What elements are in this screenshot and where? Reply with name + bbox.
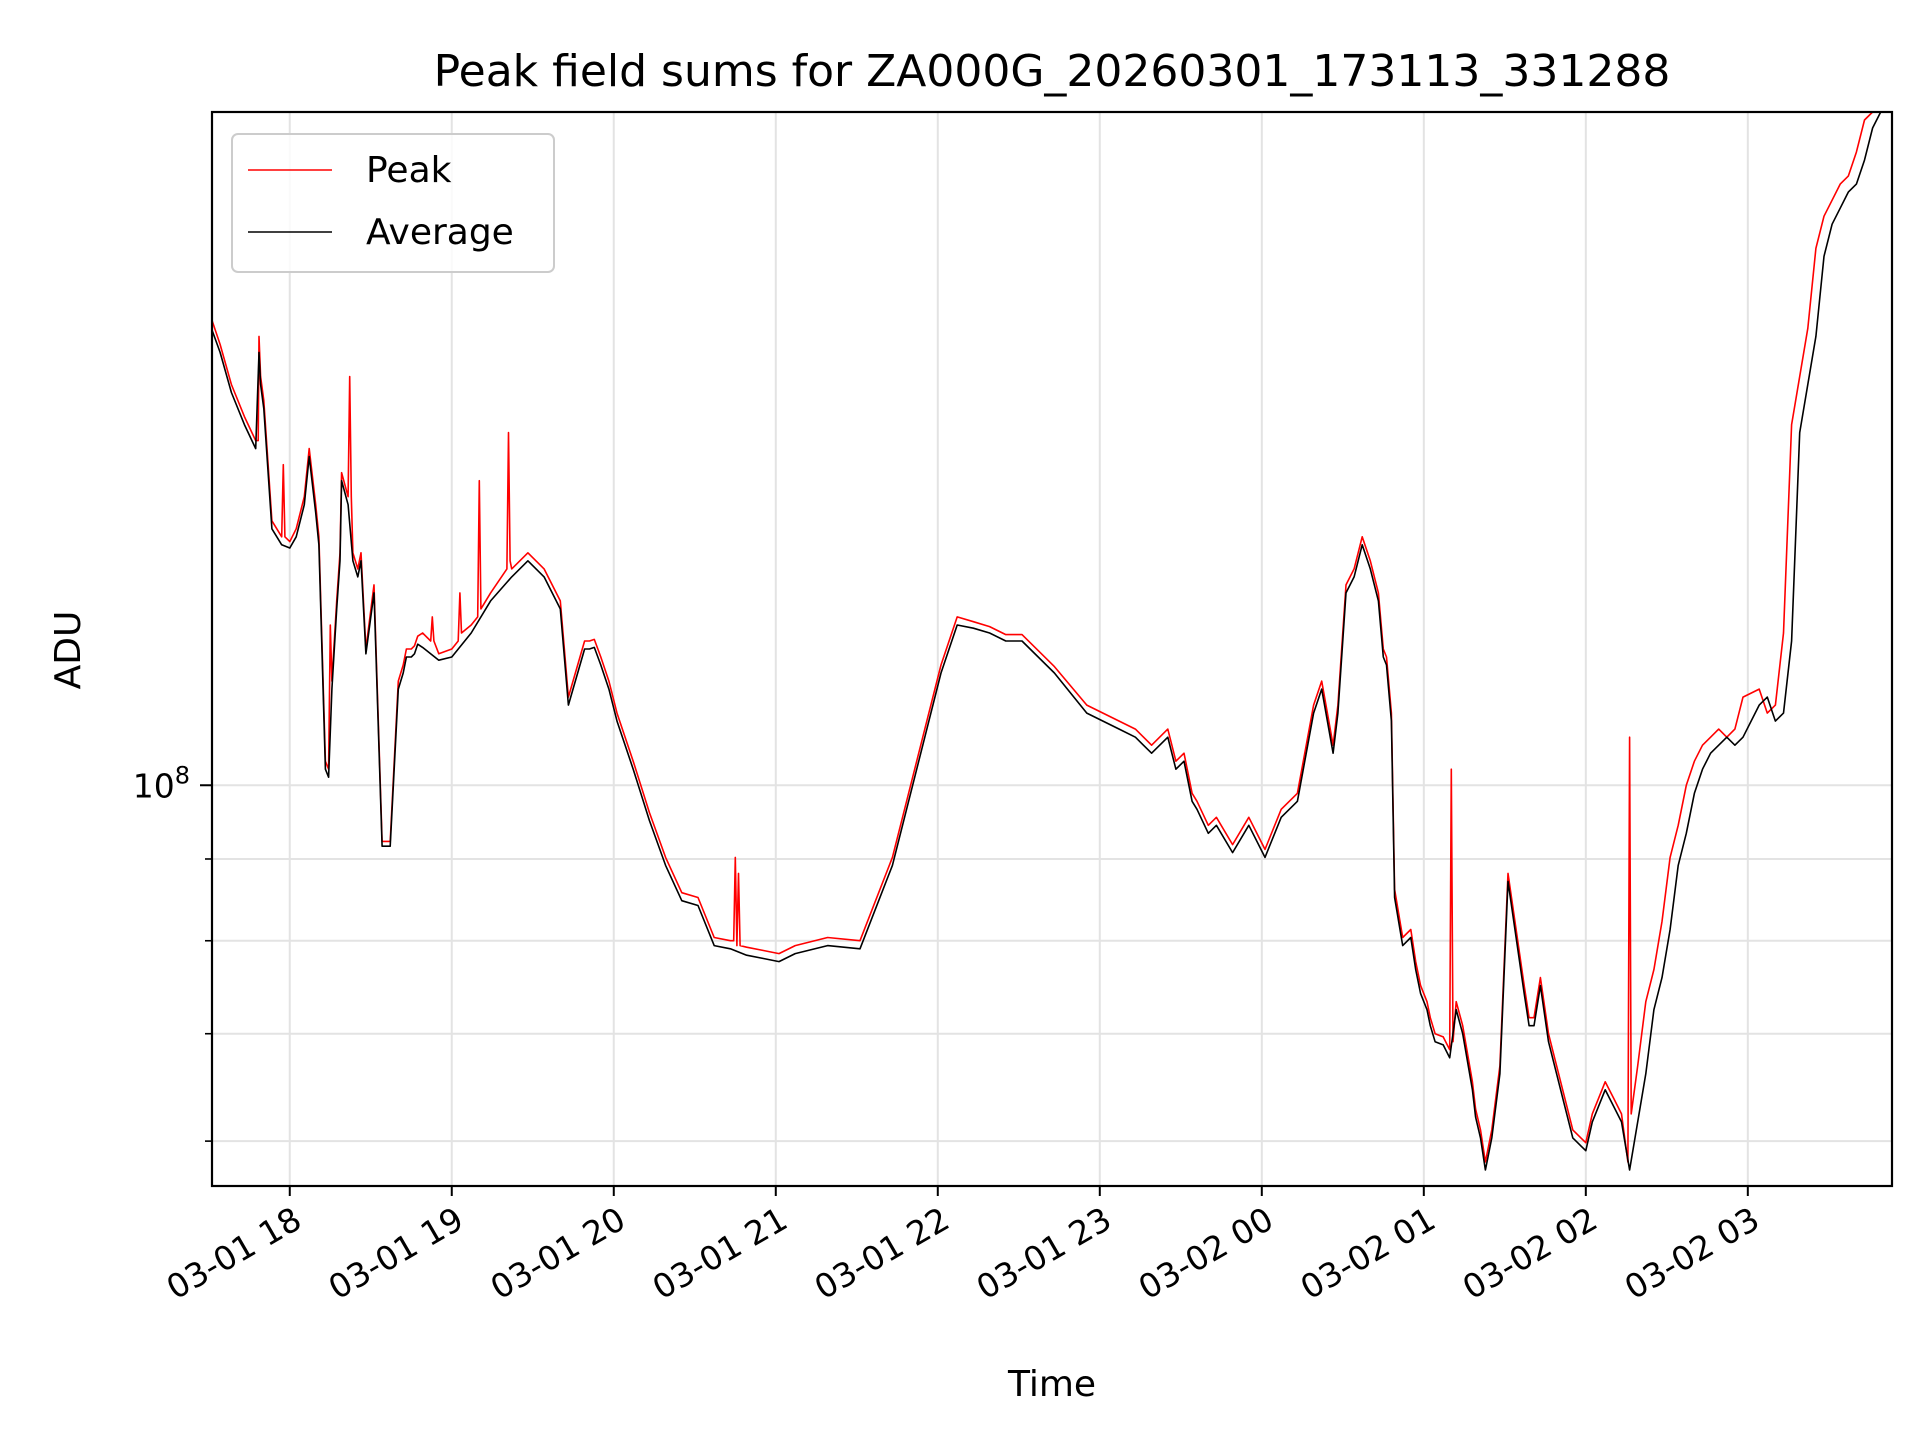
y-tick-label: 108 — [133, 761, 190, 805]
legend-box — [231, 133, 555, 273]
series-line-average — [211, 111, 1882, 1171]
y-axis-label: ADU — [48, 611, 89, 690]
chart-title: Peak field sums for ZA000G_20260301_1731… — [434, 46, 1671, 97]
plot-frame — [210, 110, 1894, 1188]
grid — [212, 112, 1892, 1186]
legend-peak-label: Peak — [366, 150, 452, 191]
x-axis-label: Time — [1007, 1364, 1096, 1405]
legend-average-label: Average — [366, 212, 514, 253]
series-layer — [211, 111, 1882, 1171]
legend: Peak Average — [231, 133, 555, 273]
